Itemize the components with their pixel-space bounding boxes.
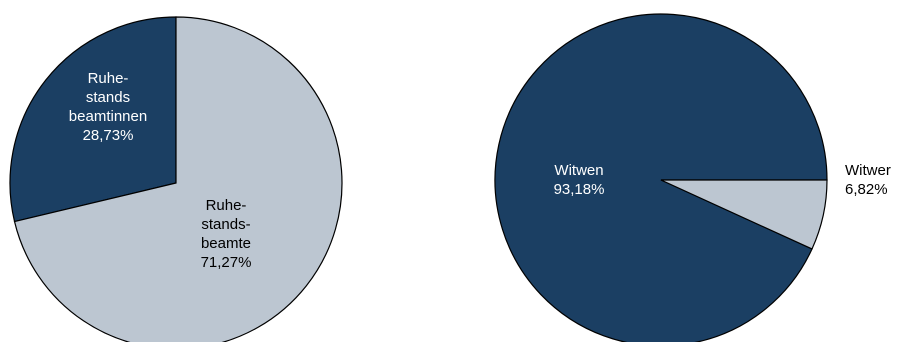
data-label-ruhe-stands-beamte: Ruhe-stands-beamte 71,27% xyxy=(201,197,252,271)
pie-slice-witwer xyxy=(660,179,828,250)
pie-chart-retirees: Ruhe-stands beamtinnen 28,73% Ruhe-stands-b… xyxy=(9,16,343,342)
data-label-witwen: Witwen 93,18% xyxy=(554,162,605,198)
pie-slice-ruhe-stands-beamte xyxy=(13,16,343,342)
pie-chart-survivors: Witwen 93,18% Witwer 6,82% xyxy=(494,13,891,342)
pie-slice-witwen xyxy=(494,13,828,342)
pie-slice-ruhe-stands-beamtinnen xyxy=(9,16,177,223)
data-label-witwer: Witwer 6,82% xyxy=(845,162,891,198)
data-label-ruhe-stands-beamtinnen: Ruhe-stands beamtinnen 28,73% xyxy=(69,70,147,144)
